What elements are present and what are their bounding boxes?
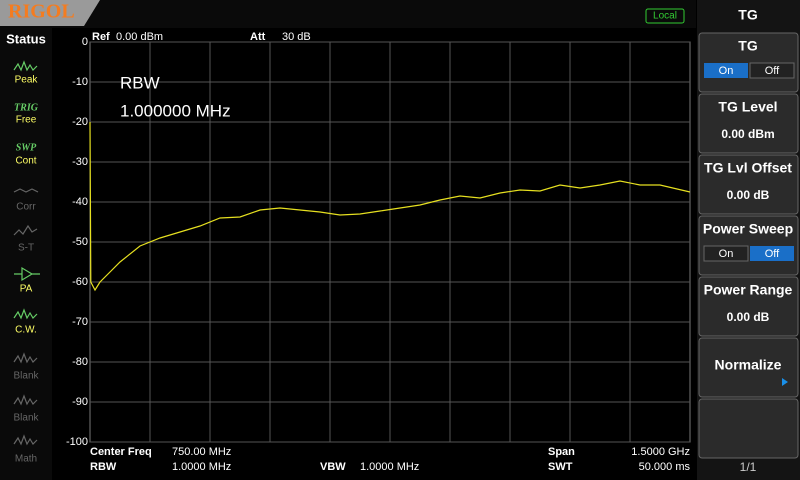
button-label: TG Level <box>718 99 777 115</box>
status-label: C.W. <box>15 325 37 336</box>
button-label: Power Sweep <box>703 221 793 237</box>
local-box <box>645 8 685 24</box>
toggle-off[interactable] <box>750 246 794 261</box>
ref-label: Ref <box>92 31 110 43</box>
button-label: Normalize <box>715 357 782 373</box>
menu-btn[interactable]: Power Sweep On Off <box>698 215 799 276</box>
button-label: TG Lvl Offset <box>704 160 792 176</box>
swt-label: SWT <box>548 461 573 473</box>
button-label: TG <box>738 38 758 54</box>
submenu-arrow <box>782 378 788 386</box>
toggle-off-label: Off <box>765 248 780 260</box>
local-label: Local <box>653 11 677 22</box>
top-bar <box>0 0 696 28</box>
button-bg[interactable] <box>698 337 799 398</box>
y-tick-label: -70 <box>72 316 88 328</box>
status-label: Blank <box>13 413 39 424</box>
button-bg[interactable] <box>698 93 799 154</box>
icon <box>13 434 38 446</box>
span-value: 1.5000 GHz <box>631 446 690 458</box>
status-header: SWP <box>16 142 37 153</box>
toggle-on[interactable] <box>703 245 749 262</box>
status-label: Corr <box>16 202 36 213</box>
button-empty[interactable] <box>698 398 799 459</box>
icon <box>14 266 40 282</box>
status-label: Blank <box>13 371 39 382</box>
status-icons <box>13 60 40 446</box>
center-value: 750.00 MHz <box>172 446 231 458</box>
plot: 0 -10 -20 -30 -40 -50 -60 -70 -80 -90 -100 <box>66 36 691 448</box>
logo: RIGOL <box>8 1 75 23</box>
ref-value: 0.00 dBm <box>116 31 163 43</box>
button-value: 0.00 dBm <box>721 127 774 141</box>
logo-bg <box>0 0 100 26</box>
toggle-on[interactable] <box>704 63 748 78</box>
status-label: Math <box>15 454 37 465</box>
menu-btn[interactable]: TG On Off <box>698 32 799 93</box>
toggle-off-label: Off <box>765 65 780 77</box>
center-label: Center Freq <box>90 446 152 458</box>
status-label: S-T <box>18 243 34 254</box>
status-label: PA <box>20 284 33 295</box>
y-tick-label: -30 <box>72 156 88 168</box>
swt-value: 50.000 ms <box>639 461 691 473</box>
y-tick-label: -40 <box>72 196 88 208</box>
toggle-off[interactable] <box>749 62 795 79</box>
status-label: Free <box>16 115 37 126</box>
status-header: TRIG <box>14 102 39 113</box>
rbw-label: RBW <box>90 461 117 473</box>
icon <box>13 60 38 72</box>
status-label: Peak <box>15 75 39 86</box>
annotation: RBW <box>120 73 160 92</box>
menu-btn[interactable]: TG Level 0.00 dBm <box>698 93 799 154</box>
icon <box>13 394 38 406</box>
trace <box>89 121 691 292</box>
icon <box>13 308 38 320</box>
vbw-value: 1.0000 MHz <box>360 461 419 473</box>
toggle-on-label: On <box>719 248 734 260</box>
y-tick-label: 0 <box>82 36 88 48</box>
icon <box>13 188 39 193</box>
menu-btn[interactable]: Normalize <box>698 337 799 398</box>
y-tick-label: -80 <box>72 356 88 368</box>
att-label: Att <box>250 31 266 43</box>
status-title: Status <box>6 31 46 46</box>
att-value: 30 dB <box>282 31 311 43</box>
button-value: 0.00 dB <box>727 188 770 202</box>
toggle-on-label: On <box>719 65 734 77</box>
menu-title: TG <box>738 7 758 23</box>
icon <box>13 352 38 364</box>
y-tick-label: -10 <box>72 76 88 88</box>
span-label: Span <box>548 446 575 458</box>
status-label: Cont <box>15 156 36 167</box>
vbw-label: VBW <box>320 461 346 473</box>
menu-btn[interactable]: Power Range 0.00 dB <box>698 276 799 337</box>
y-tick-label: -90 <box>72 396 88 408</box>
sidebar <box>0 28 52 480</box>
icon <box>13 224 38 236</box>
y-tick-label: -60 <box>72 276 88 288</box>
button-label: Power Range <box>704 282 793 298</box>
y-tick-label: -100 <box>66 436 88 448</box>
menu-btn[interactable]: TG Lvl Offset 0.00 dB <box>698 154 799 215</box>
y-tick-label: -20 <box>72 116 88 128</box>
rbw-value: 1.0000 MHz <box>172 461 231 473</box>
button-bg[interactable] <box>698 276 799 337</box>
y-tick-label: -50 <box>72 236 88 248</box>
button-value: 0.00 dB <box>727 310 770 324</box>
annotation: 1.000000 MHz <box>120 101 231 120</box>
button-bg[interactable] <box>698 154 799 215</box>
page-indicator: 1/1 <box>740 460 757 474</box>
